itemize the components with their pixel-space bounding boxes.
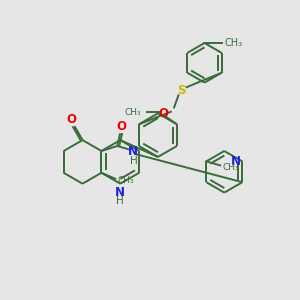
Text: CH₃: CH₃ xyxy=(224,38,242,48)
Text: O: O xyxy=(116,120,126,133)
Text: N: N xyxy=(115,186,125,199)
Text: CH₃: CH₃ xyxy=(117,176,134,185)
Text: O: O xyxy=(67,113,76,126)
Text: O: O xyxy=(158,107,168,120)
Text: N: N xyxy=(231,155,241,168)
Text: CH₃: CH₃ xyxy=(222,163,239,172)
Text: CH₃: CH₃ xyxy=(124,108,141,117)
Text: H: H xyxy=(116,196,124,206)
Text: S: S xyxy=(178,84,186,97)
Text: H: H xyxy=(130,156,138,166)
Text: N: N xyxy=(128,146,138,158)
